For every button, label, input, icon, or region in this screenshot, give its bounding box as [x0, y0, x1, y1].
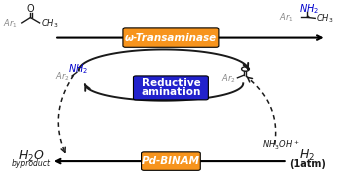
Text: $Ar_1$: $Ar_1$: [3, 18, 18, 30]
Text: $Ar_2$: $Ar_2$: [221, 73, 236, 85]
Text: $Ar_1$: $Ar_1$: [280, 12, 294, 24]
Text: $H_2O$: $H_2O$: [18, 149, 44, 164]
Text: $NH_3OH^+$: $NH_3OH^+$: [262, 139, 299, 152]
Text: $H_2$: $H_2$: [299, 148, 315, 163]
Text: $CH_3$: $CH_3$: [316, 13, 333, 25]
Text: $\star$: $\star$: [304, 12, 311, 22]
Text: byproduct: byproduct: [11, 159, 50, 168]
Text: $NH_2$: $NH_2$: [299, 2, 319, 16]
FancyBboxPatch shape: [123, 28, 219, 47]
FancyBboxPatch shape: [142, 152, 200, 170]
Text: $Ar_2$: $Ar_2$: [55, 71, 70, 83]
Text: amination: amination: [141, 88, 201, 98]
FancyBboxPatch shape: [134, 76, 208, 100]
Text: ω-Transaminase: ω-Transaminase: [125, 33, 217, 43]
Text: $CH_3$: $CH_3$: [41, 18, 58, 30]
Text: (1atm): (1atm): [289, 159, 325, 169]
Text: Pd-BINAM: Pd-BINAM: [142, 156, 200, 166]
Text: Reductive: Reductive: [142, 78, 200, 88]
Text: $NH_2$: $NH_2$: [68, 62, 89, 76]
Text: O: O: [26, 4, 34, 14]
